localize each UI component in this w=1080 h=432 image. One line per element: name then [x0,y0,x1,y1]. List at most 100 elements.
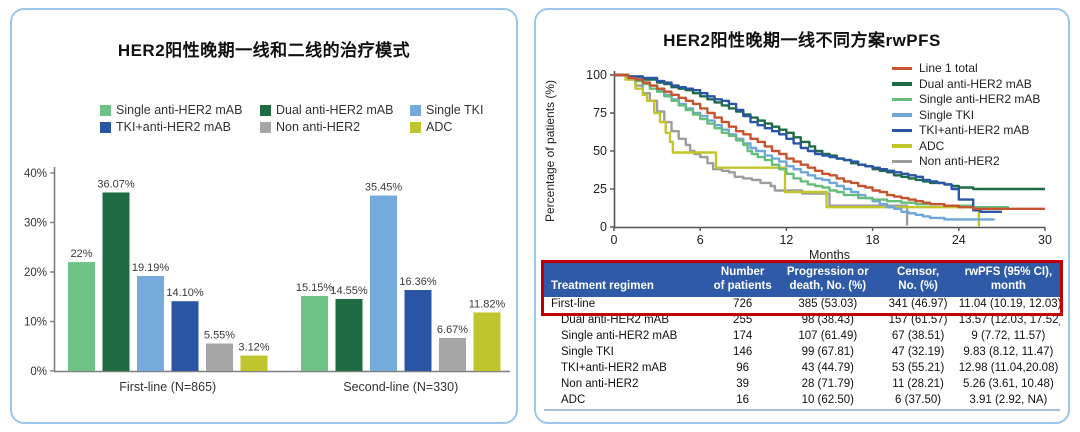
legend-line-swatch [892,113,912,117]
bar-first-line-series-1 [102,192,130,371]
svg-text:6: 6 [697,233,704,247]
legend-label: Non anti-HER2 [276,120,361,134]
table-cell: 9 (7.72, 11.57) [971,330,1046,343]
legend-swatch [100,121,111,133]
bar-first-line-series-5 [240,355,268,371]
legend-item: Dual anti-HER2 mAB [260,103,410,117]
legend-line-swatch [892,128,912,132]
svg-text:24: 24 [952,233,966,247]
table-cell: Dual anti-HER2 mAB [561,314,670,327]
legend-swatch [410,121,421,133]
table-cell: Single TKI [561,346,614,359]
svg-text:18: 18 [866,233,880,247]
table-cell: 43 (44.79) [801,362,854,375]
table-header-cell: Censor, No. (%) [879,263,957,298]
legend-item: Line 1 total [892,61,1040,76]
legend-line-swatch [892,66,912,70]
svg-text:Months: Months [809,248,850,262]
table-cell: 98 (38.43) [801,314,854,327]
km-series-4 [614,73,1002,213]
table-header-cell: Treatment regimen [544,263,710,298]
table-cell: 11.04 (10.19, 12.03) [958,298,1060,311]
legend-label: TKI+anti-HER2 mAB [919,123,1030,137]
svg-text:20%: 20% [24,267,47,279]
table-row: Dual anti-HER2 mAB 255 98 (38.43) 157 (61.5… [544,313,1060,329]
table-cell: 53 (55.21) [891,362,945,375]
bar-first-line-series-3 [171,301,199,371]
svg-text:Second-line (N=330): Second-line (N=330) [343,380,458,394]
table-cell: 341 (46.97) [888,298,948,311]
svg-text:0%: 0% [30,366,47,378]
table-cell: 13.57 (12.03, 17.52) [958,314,1060,327]
rwpfs-panel: HER2阳性晚期一线不同方案rwPFS 0 25 50 75 100 0 6 12 18 24 30… [534,8,1070,424]
legend-line-swatch [892,159,912,163]
svg-text:0: 0 [611,233,618,247]
svg-text:40%: 40% [24,168,47,180]
legend-item: Single anti-HER2 mAB [100,103,260,117]
legend-swatch [260,121,271,133]
bar-first-line-series-4 [206,343,233,371]
bar-second-line-series-0 [301,296,328,371]
legend-item: Non anti-HER2 [892,154,1040,169]
table-cell: 107 (61.49) [798,330,858,343]
legend-swatch [100,104,111,116]
bar-chart-title: HER2阳性晚期一线和二线的治疗模式 [117,41,411,60]
legend-label: Line 1 total [919,61,978,75]
table-cell: 10 (62.50) [801,394,854,407]
rwpfs-table: Treatment regimen Number of patients Progre… [544,263,1060,412]
legend-label: Single anti-HER2 mAB [919,92,1041,106]
legend-item: Single anti-HER2 mAB [892,92,1040,107]
svg-text:6.67%: 6.67% [437,324,468,336]
svg-text:0: 0 [600,220,607,234]
km-chart-area: 0 25 50 75 100 0 6 12 18 24 30 Months Percentage of … [540,55,1068,263]
legend-label: Dual anti-HER2 mAB [276,103,394,117]
legend-label: TKI+anti-HER2 mAB [116,120,231,134]
svg-text:22%: 22% [70,248,92,260]
table-cell: 726 [733,298,753,311]
svg-text:25: 25 [593,182,607,196]
svg-text:14.10%: 14.10% [166,287,204,299]
legend-item: ADC [410,120,502,134]
bar-first-line-series-2 [137,276,164,371]
rwpfs-table-wrap: Treatment regimen Number of patients Progre… [541,260,1063,412]
km-chart: 0 25 50 75 100 0 6 12 18 24 30 Months Percentage of … [543,68,1052,262]
km-series-0 [614,73,1045,210]
table-cell: 16 [736,394,750,407]
legend-label: Single anti-HER2 mAB [116,103,243,117]
table-row: Non anti-HER2 39 28 (71.79) 11 (28.21) 5.26 … [544,377,1060,393]
legend-swatch [260,104,271,116]
table-cell: 99 (67.81) [801,346,854,359]
table-cell: 11 (28.21) [892,378,944,391]
legend-label: Non anti-HER2 [919,154,1000,168]
svg-text:10%: 10% [24,317,47,329]
table-cell: 157 (61.57) [888,314,948,327]
table-header-row: Treatment regimen Number of patients Progre… [544,263,1060,298]
km-chart-title: HER2阳性晚期一线不同方案rwPFS [663,31,941,50]
table-row: TKI+anti-HER2 mAB 96 43 (44.79) 53 (55.21) 1… [544,361,1060,377]
table-cell: 6 (37.50) [895,394,942,407]
svg-text:15.15%: 15.15% [296,282,334,294]
table-cell: ADC [561,394,586,407]
legend-swatch [410,104,421,116]
svg-text:75: 75 [593,106,607,120]
legend-item: Non anti-HER2 [260,120,410,134]
table-row: Single TKI 146 99 (67.81) 47 (32.19) 9.83 (8… [544,345,1060,361]
table-cell: TKI+anti-HER2 mAB [561,362,667,375]
bar-second-line-series-5 [473,312,501,371]
svg-text:First-line (N=865): First-line (N=865) [119,380,216,394]
legend-line-swatch [892,144,912,148]
legend-item: TKI+anti-HER2 mAB [892,123,1040,138]
bar-second-line-series-1 [335,298,363,371]
legend-line-swatch [892,97,912,101]
svg-text:5.55%: 5.55% [204,330,235,342]
legend-item: Dual anti-HER2 mAB [892,77,1040,92]
table-cell: 28 (71.79) [801,378,854,391]
legend-line-swatch [892,82,912,86]
table-header-cell: Number of patients [709,263,777,298]
table-cell: 3.91 (2.92, NA) [969,394,1048,407]
km-legend: Line 1 total Dual anti-HER2 mAB Single ant… [892,61,1040,169]
table-cell: 67 (38.51) [891,330,945,343]
legend-label: Dual anti-HER2 mAB [919,76,1032,91]
legend-item: Single TKI [410,103,502,117]
